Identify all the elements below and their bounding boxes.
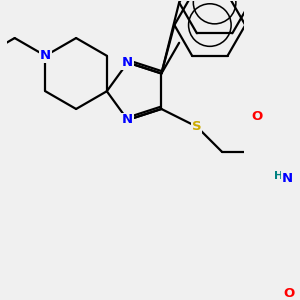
Text: O: O <box>252 110 263 123</box>
Text: N: N <box>40 49 51 62</box>
Text: N: N <box>122 56 133 69</box>
Text: S: S <box>192 120 202 133</box>
Text: H: H <box>274 171 283 181</box>
Text: N: N <box>282 172 293 184</box>
Text: O: O <box>283 287 294 300</box>
Text: N: N <box>122 113 133 126</box>
